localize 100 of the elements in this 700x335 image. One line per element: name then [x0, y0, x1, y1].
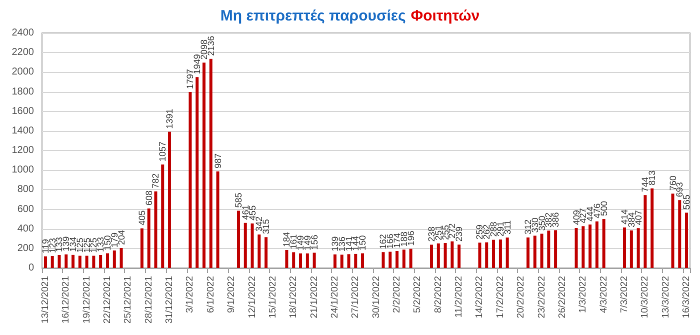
chart-title: Μη επιτρεπτές παρουσίες Φοιτητών — [220, 8, 480, 24]
x-tick-label: 9/1/2022 — [226, 276, 238, 313]
bar — [485, 242, 488, 268]
bar — [64, 254, 68, 268]
x-tick-label: 17/2/2022 — [494, 276, 506, 318]
bar — [671, 194, 674, 268]
bar — [312, 252, 316, 268]
x-tick-label: 8/2/2022 — [432, 276, 444, 313]
y-tick-label: 2400 — [12, 28, 34, 38]
bar — [388, 252, 392, 268]
bar — [140, 228, 144, 268]
x-tick-label: 1/3/2022 — [578, 276, 589, 313]
x-tick-label: 11/2/2022 — [454, 276, 465, 318]
bar — [478, 242, 482, 268]
x-tick-label: 2/2/2022 — [392, 276, 403, 313]
bar — [588, 224, 592, 268]
data-label: 813 — [647, 170, 658, 186]
data-label: 150 — [358, 235, 368, 250]
y-tick-label: 1000 — [12, 164, 34, 176]
data-label: 239 — [454, 226, 464, 242]
bar — [409, 248, 412, 268]
y-tick-label: 1600 — [12, 106, 34, 117]
bar — [85, 256, 88, 268]
bar — [216, 171, 220, 268]
x-tick-label: 22/12/2021 — [102, 276, 113, 324]
data-label: 386 — [550, 212, 561, 228]
bar — [44, 256, 47, 268]
x-tick-label: 5/2/2022 — [412, 276, 424, 313]
bar — [168, 132, 172, 268]
bar — [382, 252, 385, 268]
x-tick-label: 19/12/2021 — [81, 276, 92, 324]
bar — [574, 228, 578, 268]
bar — [396, 250, 399, 268]
data-label: 119 — [40, 238, 50, 254]
bar — [120, 248, 123, 268]
data-label: 608 — [144, 190, 154, 206]
bar — [430, 244, 433, 268]
bar — [402, 250, 406, 268]
bar — [602, 219, 606, 268]
bar — [154, 191, 158, 268]
x-tick-label: 16/3/2022 — [681, 276, 692, 318]
x-tick-label: 23/2/2022 — [536, 276, 548, 318]
bar — [595, 221, 598, 268]
x-tick-label: 21/1/2022 — [308, 276, 320, 318]
x-tick-label: 6/1/2022 — [205, 276, 216, 313]
x-tick-label: 27/1/2022 — [350, 276, 362, 318]
bar — [161, 164, 164, 268]
bar — [78, 256, 82, 268]
bar — [333, 254, 336, 268]
data-label: 315 — [261, 219, 272, 234]
bar — [533, 236, 536, 268]
bar — [678, 200, 682, 268]
bar — [506, 238, 509, 268]
bar — [526, 237, 530, 268]
bar — [630, 230, 633, 268]
bar — [264, 237, 268, 268]
bar — [650, 188, 654, 268]
x-tick-label: 3/1/2022 — [184, 276, 196, 313]
bar — [623, 227, 626, 268]
bar — [112, 250, 116, 268]
bar — [285, 250, 288, 268]
bar — [202, 62, 206, 268]
x-tick-label: 12/1/2022 — [246, 276, 258, 318]
x-tick-label: 13/12/2021 — [40, 276, 51, 324]
x-tick-label: 18/1/2022 — [288, 276, 300, 318]
bar — [547, 230, 550, 268]
x-tick-label: 4/3/2022 — [598, 276, 610, 313]
x-tick-label: 26/2/2022 — [556, 276, 568, 318]
data-label: 1391 — [164, 108, 175, 129]
bar — [196, 77, 199, 268]
data-label: 125 — [74, 238, 85, 253]
y-tick-label: 1800 — [12, 86, 34, 98]
bar — [106, 253, 109, 268]
data-label: 693 — [674, 182, 685, 198]
x-tick-label: 16/12/2021 — [60, 276, 72, 324]
data-label: 565 — [682, 194, 692, 210]
data-label: 405 — [136, 210, 147, 226]
x-tick-label: 7/3/2022 — [619, 276, 630, 313]
y-tick-label: 2200 — [12, 47, 34, 58]
bar — [147, 208, 150, 268]
bar — [450, 241, 454, 268]
data-label: 1057 — [158, 141, 168, 162]
x-tick-label: 20/2/2022 — [516, 276, 527, 318]
bar — [436, 243, 440, 268]
y-tick-label: 200 — [17, 242, 34, 254]
y-tick-label: 600 — [17, 204, 34, 215]
bar — [540, 234, 544, 268]
bar — [458, 244, 461, 268]
data-label: 987 — [212, 153, 223, 168]
bar — [236, 210, 240, 268]
bar — [347, 254, 350, 268]
bar — [244, 222, 247, 268]
bar — [306, 253, 309, 268]
bar — [354, 254, 358, 268]
x-tick-label: 14/2/2022 — [474, 276, 486, 318]
bar — [209, 58, 212, 268]
bar — [492, 240, 496, 268]
bar — [582, 226, 585, 268]
bar — [498, 240, 502, 268]
x-tick-label: 30/1/2022 — [370, 276, 382, 318]
